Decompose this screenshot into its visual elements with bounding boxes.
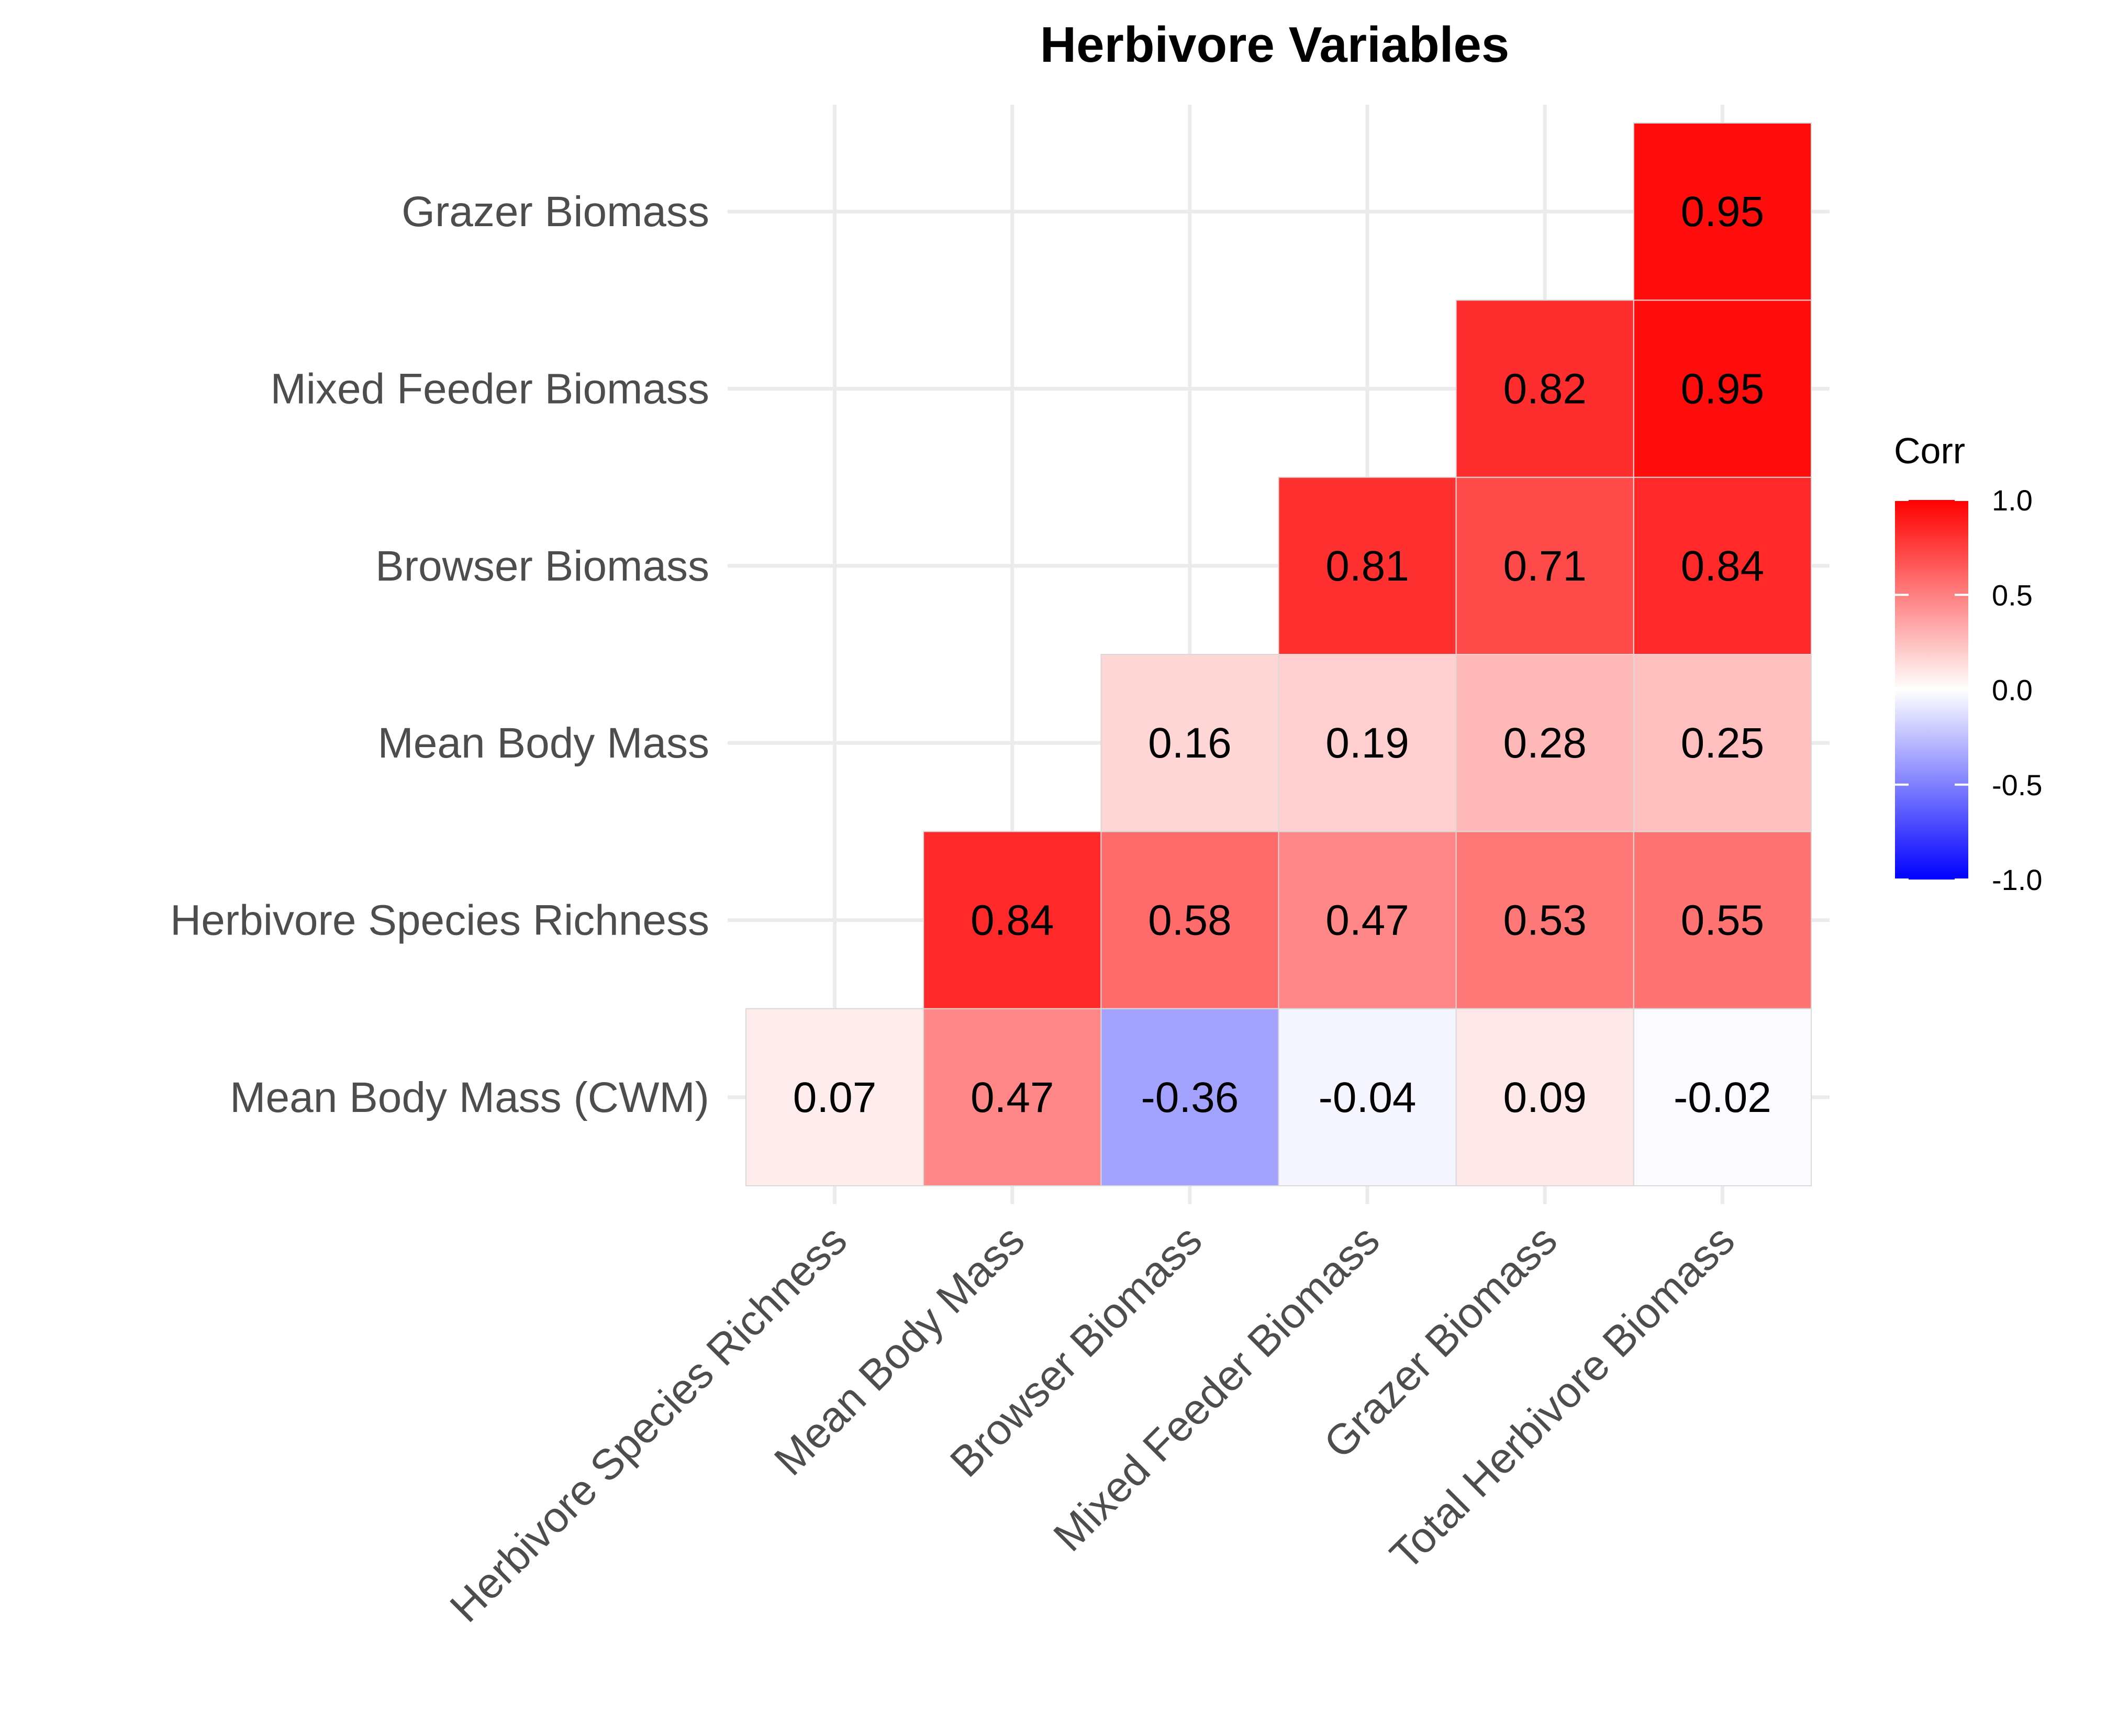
- color-legend: Corr 1.0 0.5 0.0 -0.5 -1.0: [1894, 430, 2043, 896]
- cell-value-label: 0.95: [1681, 188, 1765, 236]
- heatmap-cell: [1455, 831, 1634, 1009]
- cell-value-label: 0.81: [1325, 542, 1409, 590]
- cell-value-label: 0.53: [1503, 897, 1587, 944]
- cell-value-labels: 0.07 0.47 -0.36 -0.04 0.09 -0.02 0.84 0.58 0.47 0…: [793, 188, 1771, 1121]
- y-tick-label: Mean Body Mass (CWM): [230, 1074, 709, 1121]
- cell-value-label: 0.47: [1325, 897, 1409, 944]
- cell-value-label: 0.09: [1503, 1074, 1587, 1121]
- y-tick-label: Mean Body Mass: [378, 719, 710, 767]
- heatmap-cell: [1455, 299, 1634, 478]
- y-tick-label: Mixed Feeder Biomass: [270, 365, 709, 413]
- heatmap-cell: [1633, 299, 1812, 478]
- legend-tick-label: 0.5: [1992, 578, 2033, 611]
- heatmap-cell: [1633, 476, 1812, 655]
- cell-value-label: 0.95: [1681, 365, 1765, 413]
- heatmap-cell: [1278, 654, 1457, 832]
- cell-value-label: 0.25: [1681, 719, 1765, 767]
- y-tick-label: Herbivore Species Richness: [170, 897, 709, 944]
- cell-value-label: 0.19: [1325, 719, 1409, 767]
- legend-tick-label: 0.0: [1992, 674, 2033, 707]
- cell-value-label: 0.28: [1503, 719, 1587, 767]
- x-tick-label: Total Herbivore Biomass: [1381, 1216, 1744, 1579]
- legend-tick-label: 1.0: [1992, 484, 2033, 517]
- cell-value-label: 0.84: [971, 897, 1054, 944]
- heatmap-cell: [1455, 476, 1634, 655]
- y-tick-label: Browser Biomass: [375, 542, 709, 590]
- cell-value-label: -0.04: [1319, 1074, 1417, 1121]
- legend-title: Corr: [1894, 430, 1965, 471]
- heatmap-cell: [1100, 831, 1279, 1009]
- cell-value-label: 0.16: [1148, 719, 1232, 767]
- heatmap-cells: [745, 123, 1812, 1186]
- chart-title: Herbivore Variables: [1040, 17, 1509, 73]
- cell-value-label: 0.07: [793, 1074, 877, 1121]
- heatmap-cell: [745, 1008, 924, 1186]
- heatmap-cell: [1633, 654, 1812, 832]
- heatmap-cell: [1455, 1008, 1634, 1186]
- cell-value-label: -0.36: [1141, 1074, 1239, 1121]
- y-axis-tick-labels: Mean Body Mass (CWM) Herbivore Species Ri…: [170, 188, 709, 1121]
- cell-value-label: 0.47: [971, 1074, 1054, 1121]
- cell-value-label: 0.84: [1681, 542, 1765, 590]
- legend-ticks: 1.0 0.5 0.0 -0.5 -1.0: [1895, 484, 2043, 896]
- heatmap-cell: [1455, 654, 1634, 832]
- heatmap-cell: [1100, 654, 1279, 832]
- cell-value-label: -0.02: [1674, 1074, 1771, 1121]
- heatmap-cell: [1633, 831, 1812, 1009]
- legend-tick-label: -1.0: [1992, 863, 2043, 896]
- x-tick-label: Mixed Feeder Biomass: [1045, 1216, 1389, 1560]
- cell-value-label: 0.82: [1503, 365, 1587, 413]
- heatmap-cell: [1633, 123, 1812, 301]
- heatmap-cell: [923, 1008, 1102, 1186]
- cell-value-label: 0.58: [1148, 897, 1232, 944]
- legend-tick-label: -0.5: [1992, 769, 2043, 802]
- heatmap-cell: [1633, 1008, 1812, 1186]
- heatmap-cell: [1278, 476, 1457, 655]
- cell-value-label: 0.55: [1681, 897, 1765, 944]
- y-tick-label: Grazer Biomass: [402, 188, 709, 236]
- cell-value-label: 0.71: [1503, 542, 1587, 590]
- heatmap-cell: [923, 831, 1102, 1009]
